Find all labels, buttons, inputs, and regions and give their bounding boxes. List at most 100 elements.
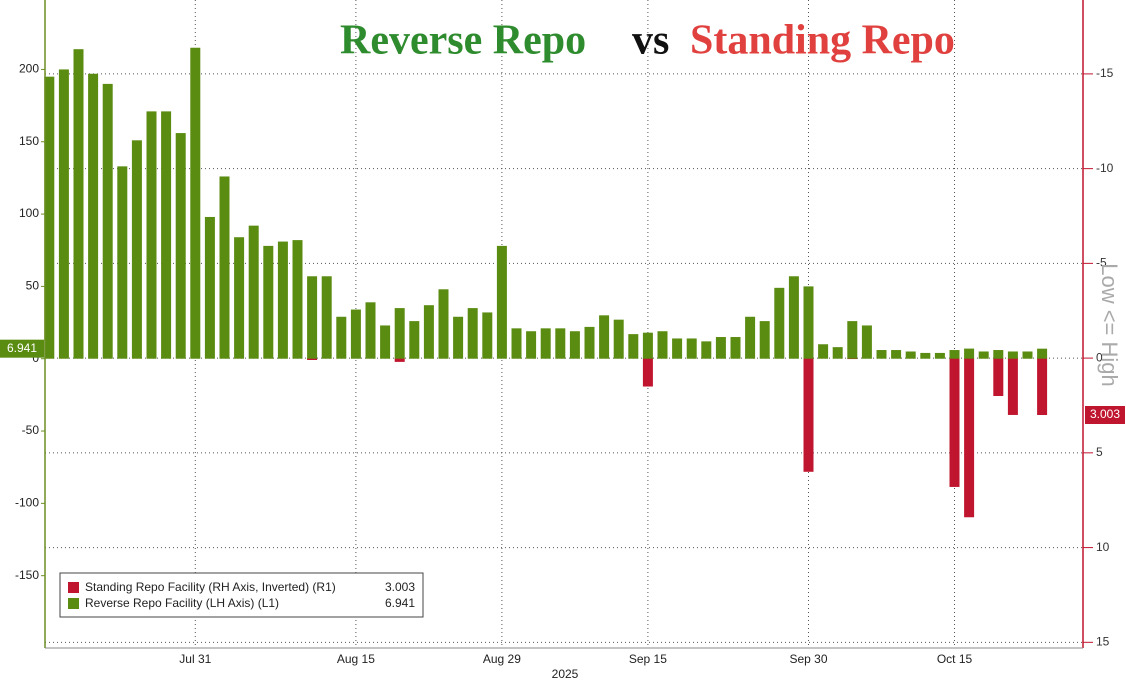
legend-value: 3.003 bbox=[385, 580, 415, 594]
bar bbox=[920, 352, 931, 359]
bar bbox=[642, 332, 653, 359]
last-value-badge bbox=[0, 339, 44, 358]
bar bbox=[234, 237, 245, 359]
bar bbox=[321, 276, 332, 359]
bar bbox=[993, 350, 1004, 359]
bar bbox=[993, 358, 1004, 396]
title-part: Standing Repo bbox=[690, 18, 955, 64]
bar bbox=[599, 315, 610, 359]
bar bbox=[730, 337, 741, 359]
bar bbox=[964, 348, 975, 359]
bar bbox=[161, 111, 172, 359]
y2-tick-label: -5 bbox=[1096, 256, 1107, 270]
y2-tick-label: 0 bbox=[1096, 350, 1103, 364]
legend-swatch bbox=[68, 598, 79, 609]
bar bbox=[1007, 358, 1018, 415]
x-tick-label: Aug 15 bbox=[337, 652, 375, 666]
bar bbox=[88, 73, 99, 359]
bar bbox=[832, 347, 843, 359]
bar bbox=[1022, 351, 1033, 359]
bar bbox=[949, 358, 960, 487]
bar bbox=[818, 344, 829, 359]
x-tick-label: Aug 29 bbox=[483, 652, 521, 666]
bar bbox=[526, 331, 537, 359]
bar bbox=[380, 325, 391, 359]
bar bbox=[336, 316, 347, 359]
bar bbox=[774, 287, 785, 359]
y-tick-label: -50 bbox=[22, 423, 40, 437]
last-value-badge bbox=[1085, 406, 1125, 425]
bar bbox=[190, 47, 201, 359]
bar bbox=[146, 111, 157, 359]
y2-tick-label: -15 bbox=[1096, 66, 1114, 80]
bar bbox=[569, 331, 580, 359]
y-tick-label: 0 bbox=[32, 351, 39, 365]
bars bbox=[44, 47, 1048, 518]
bar bbox=[949, 350, 960, 359]
x-tick-label: Sep 15 bbox=[629, 652, 667, 666]
bar bbox=[715, 337, 726, 359]
legend-swatch bbox=[68, 582, 79, 593]
legend: Standing Repo Facility (RH Axis, Inverte… bbox=[59, 572, 424, 618]
y2-tick-label: 10 bbox=[1096, 540, 1110, 554]
y2-tick-label: 15 bbox=[1096, 634, 1110, 648]
bar bbox=[934, 352, 945, 359]
legend-value: 6.941 bbox=[385, 596, 415, 610]
bar bbox=[657, 331, 668, 359]
bar bbox=[438, 289, 449, 359]
y2-tick-label: -10 bbox=[1096, 161, 1114, 175]
x-tick-label: Jul 31 bbox=[179, 652, 211, 666]
y-tick-label: 100 bbox=[19, 206, 39, 220]
bar bbox=[204, 216, 215, 359]
y-tick-label: -100 bbox=[15, 496, 39, 510]
bar bbox=[905, 351, 916, 359]
bar bbox=[307, 358, 318, 360]
y2-tick-label: 5 bbox=[1096, 445, 1103, 459]
y-tick-label: -150 bbox=[15, 568, 39, 582]
bar bbox=[58, 69, 69, 359]
bar bbox=[307, 276, 318, 359]
bar bbox=[803, 286, 814, 359]
bar bbox=[803, 358, 814, 472]
x-axis-label: 2025 bbox=[552, 667, 579, 681]
last-value-label: 3.003 bbox=[1090, 407, 1120, 421]
bar bbox=[496, 245, 507, 359]
legend-label: Reverse Repo Facility (LH Axis) (L1) bbox=[85, 596, 279, 610]
bar bbox=[555, 328, 566, 359]
title-part: vs bbox=[632, 18, 669, 64]
bar bbox=[73, 49, 84, 359]
y-tick-label: 200 bbox=[19, 62, 39, 76]
bar bbox=[409, 321, 420, 359]
bar bbox=[891, 350, 902, 359]
last-value-label: 6.941 bbox=[7, 341, 37, 355]
bar bbox=[1037, 358, 1048, 416]
bar bbox=[847, 321, 858, 359]
bar bbox=[394, 308, 405, 359]
x-tick-label: Sep 30 bbox=[789, 652, 827, 666]
bar bbox=[613, 319, 624, 359]
bar bbox=[350, 309, 361, 359]
bar bbox=[1007, 351, 1018, 359]
bar bbox=[131, 140, 142, 359]
bar bbox=[365, 302, 376, 359]
legend-label: Standing Repo Facility (RH Axis, Inverte… bbox=[85, 580, 336, 594]
bar bbox=[584, 326, 595, 359]
bar bbox=[701, 341, 712, 359]
bar bbox=[876, 350, 887, 359]
bar bbox=[788, 276, 799, 359]
bar bbox=[540, 328, 551, 359]
bar bbox=[1037, 348, 1048, 359]
bar bbox=[102, 83, 113, 359]
bar bbox=[628, 334, 639, 359]
bar bbox=[642, 358, 653, 387]
legend-box bbox=[59, 572, 424, 618]
x-tick-label: Oct 15 bbox=[937, 652, 973, 666]
bar bbox=[686, 338, 697, 359]
bar bbox=[117, 166, 128, 359]
y2-axis-label: Low <= High bbox=[1097, 263, 1122, 387]
bar bbox=[511, 328, 522, 359]
bar bbox=[964, 358, 975, 518]
bar bbox=[978, 351, 989, 359]
